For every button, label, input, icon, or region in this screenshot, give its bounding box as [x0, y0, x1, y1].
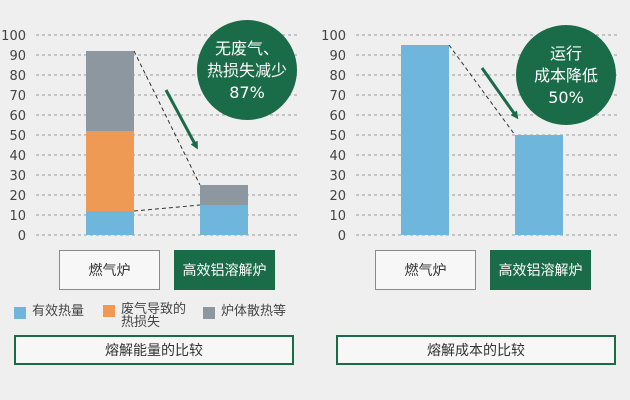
y-tick-label: 50: [329, 129, 346, 144]
y-tick-label: 80: [9, 69, 26, 84]
bar: [401, 45, 449, 235]
y-tick-label: 60: [329, 109, 346, 124]
legend-item-exhaust-loss: 废气导致的 热损失: [103, 303, 186, 329]
y-tick-label: 20: [329, 189, 346, 204]
legend-item-effective-heat: 有效热量: [14, 305, 84, 319]
reduction-arrow: [480, 67, 519, 120]
badge-text: 运行: [550, 44, 582, 63]
badge-text: 热损失减少: [207, 61, 287, 80]
bar-segment-body: [86, 51, 134, 131]
legend-swatch-effective: [14, 307, 26, 319]
legend-label-effective: 有效热量: [32, 304, 85, 319]
legend-swatch-exhaust: [103, 305, 115, 317]
y-tick-label: 10: [9, 209, 26, 224]
y-tick-label: 20: [9, 189, 26, 204]
badge-text: 成本降低: [534, 66, 598, 85]
bar-segment-effective: [200, 205, 248, 235]
y-tick-label: 30: [329, 169, 346, 184]
caption-energy-comparison: 熔解能量的比较: [14, 335, 294, 365]
y-tick-label: 30: [9, 169, 26, 184]
y-tick-label: 10: [329, 209, 346, 224]
legend-item-body-heat: 炉体散热等: [203, 305, 286, 319]
y-tick-label: 90: [9, 49, 26, 64]
caption-cost-comparison: 熔解成本的比较: [336, 335, 616, 365]
badge-circle: [197, 20, 297, 120]
y-tick-label: 100: [1, 29, 26, 44]
badge-text: 无废气、: [215, 39, 279, 58]
bar: [515, 135, 563, 235]
bar-segment-effective: [86, 211, 134, 235]
legend-label-body: 炉体散热等: [221, 304, 287, 319]
y-tick-label: 0: [18, 229, 26, 244]
y-tick-label: 70: [9, 89, 26, 104]
badge-circle: [516, 25, 616, 125]
y-tick-label: 70: [329, 89, 346, 104]
y-tick-label: 40: [9, 149, 26, 164]
category-box-gas-furnace-energy: 燃气炉: [59, 250, 160, 290]
connector-line-top: [133, 50, 201, 186]
category-box-efficient-furnace-energy: 高效铝溶解炉: [174, 250, 275, 290]
y-tick-label: 0: [338, 229, 346, 244]
y-tick-label: 100: [321, 29, 346, 44]
connector-line-base: [133, 204, 201, 212]
reduction-arrow: [164, 89, 198, 150]
category-box-efficient-furnace-cost: 高效铝溶解炉: [490, 250, 591, 290]
energy-chart: 0 10 20 30 40 50 60 70 80 90 100 无废气、热损失减少 87%: [1, 20, 298, 244]
bar-segment-body: [200, 185, 248, 205]
bar-segment-exhaust: [86, 131, 134, 211]
y-tick-label: 60: [9, 109, 26, 124]
legend-swatch-body: [203, 307, 215, 319]
badge-text: 50%: [548, 88, 584, 107]
legend-label-exhaust: 废气导致的 热损失: [121, 303, 186, 329]
y-tick-label: 40: [329, 149, 346, 164]
legend-label-exhaust-line2: 热损失: [121, 315, 161, 330]
badge-text: 87%: [229, 83, 265, 102]
legend-label-exhaust-line1: 废气导致的: [121, 302, 187, 317]
connector-line-top: [448, 44, 516, 136]
y-tick-label: 50: [9, 129, 26, 144]
category-box-gas-furnace-cost: 燃气炉: [375, 250, 476, 290]
y-tick-label: 80: [329, 69, 346, 84]
y-tick-label: 90: [329, 49, 346, 64]
